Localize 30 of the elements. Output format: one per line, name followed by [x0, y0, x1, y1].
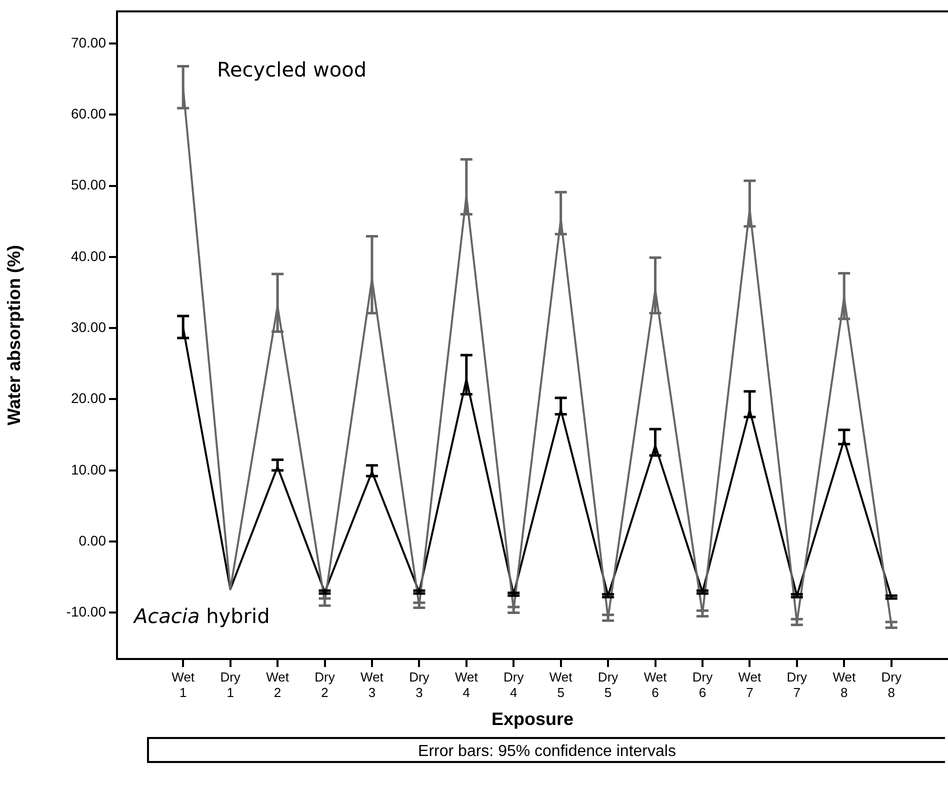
x-tick-label: Dry 7 — [786, 669, 808, 700]
x-tick-label: Wet 2 — [266, 669, 290, 700]
y-axis-title: Water absorption (%) — [4, 245, 24, 426]
x-tick-label: Dry 3 — [409, 669, 430, 700]
x-tick-label: Dry 5 — [598, 669, 619, 700]
x-tick-label: Dry 8 — [881, 669, 902, 700]
y-tick-label: -10.00 — [66, 604, 106, 620]
y-tick-label: 40.00 — [70, 248, 106, 264]
x-tick-label: Wet 1 — [172, 669, 195, 700]
x-tick-label: Wet 3 — [360, 669, 384, 700]
text: Error bars: 95% confidence intervals — [147, 737, 945, 763]
series-label: Acacia hybrid — [132, 604, 270, 628]
x-tick-label: Wet 5 — [549, 669, 573, 700]
x-tick-label: Wet 7 — [738, 669, 762, 700]
y-tick-label: 70.00 — [70, 34, 106, 50]
series-label: Recycled wood — [217, 58, 367, 82]
y-tick-label: 10.00 — [70, 461, 106, 478]
y-tick-label: 50.00 — [70, 176, 106, 193]
y-tick-label: 0.00 — [78, 532, 106, 548]
x-tick-label: Wet 6 — [644, 669, 668, 700]
x-tick-label: Wet 8 — [832, 669, 856, 700]
x-tick-label: Dry 4 — [504, 669, 524, 700]
x-tick-label: Dry 1 — [220, 669, 241, 700]
x-tick-label: Dry 6 — [692, 669, 714, 700]
x-tick-label: Wet 4 — [454, 669, 478, 700]
y-tick-label: 60.00 — [70, 105, 106, 122]
x-tick-label: Dry 2 — [314, 669, 336, 700]
y-tick-label: 30.00 — [70, 318, 106, 335]
y-tick-label: 20.00 — [70, 390, 106, 406]
x-axis-title: Exposure — [491, 709, 574, 730]
